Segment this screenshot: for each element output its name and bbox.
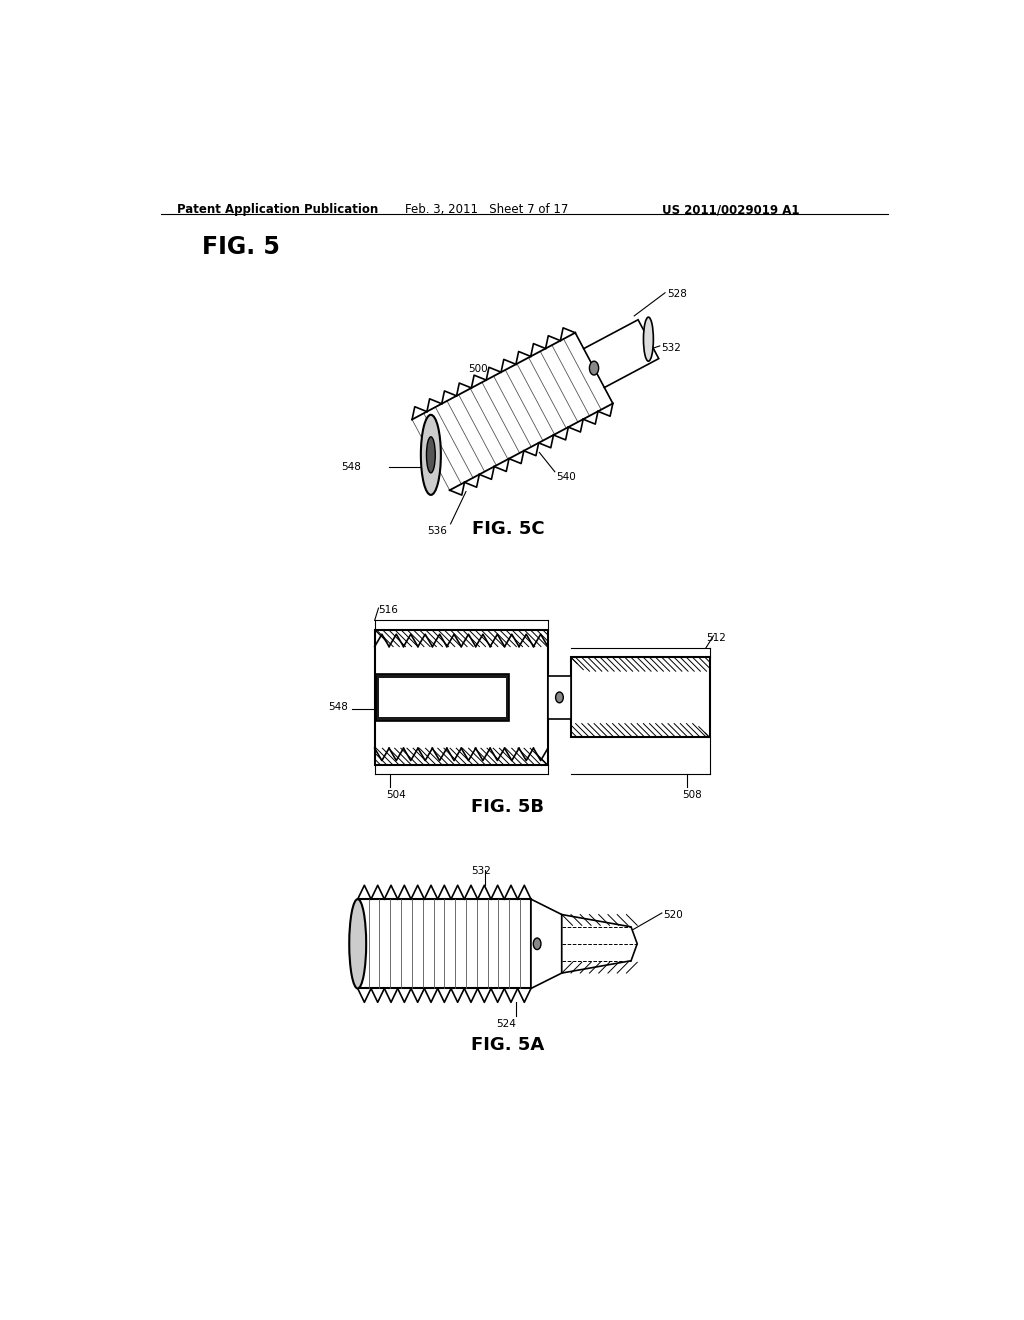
Polygon shape (584, 319, 658, 388)
Text: 548: 548 (342, 462, 361, 471)
Polygon shape (412, 333, 612, 490)
Text: 536: 536 (427, 527, 447, 536)
Text: 520: 520 (664, 909, 683, 920)
Text: 540: 540 (556, 471, 577, 482)
Bar (357, 899, 531, 989)
Text: FIG. 5A: FIG. 5A (471, 1036, 545, 1055)
Bar (376, 675, 509, 721)
Text: 500: 500 (468, 363, 487, 374)
Ellipse shape (534, 939, 541, 949)
Bar (548, 676, 571, 719)
Ellipse shape (556, 692, 563, 702)
Text: 532: 532 (471, 866, 490, 876)
Text: FIG. 5: FIG. 5 (202, 235, 280, 260)
Text: 508: 508 (683, 789, 702, 800)
Ellipse shape (643, 317, 653, 362)
Ellipse shape (426, 437, 435, 473)
Ellipse shape (349, 899, 367, 989)
Bar (379, 678, 506, 717)
Polygon shape (562, 915, 637, 973)
Ellipse shape (590, 362, 599, 375)
Text: 528: 528 (668, 289, 687, 298)
Ellipse shape (421, 414, 441, 495)
Bar (375, 630, 548, 766)
Bar (375, 630, 548, 647)
Text: 548: 548 (328, 702, 348, 711)
Text: 524: 524 (497, 1019, 516, 1030)
Text: 504: 504 (386, 789, 406, 800)
Text: 516: 516 (379, 605, 398, 615)
Text: FIG. 5B: FIG. 5B (471, 797, 545, 816)
Text: US 2011/0029019 A1: US 2011/0029019 A1 (662, 203, 800, 216)
Text: Feb. 3, 2011   Sheet 7 of 17: Feb. 3, 2011 Sheet 7 of 17 (406, 203, 568, 216)
Text: FIG. 5C: FIG. 5C (471, 520, 544, 539)
Text: 512: 512 (706, 632, 726, 643)
Bar (571, 657, 710, 738)
Polygon shape (531, 899, 562, 989)
Text: Patent Application Publication: Patent Application Publication (177, 203, 378, 216)
Text: 532: 532 (662, 343, 681, 352)
